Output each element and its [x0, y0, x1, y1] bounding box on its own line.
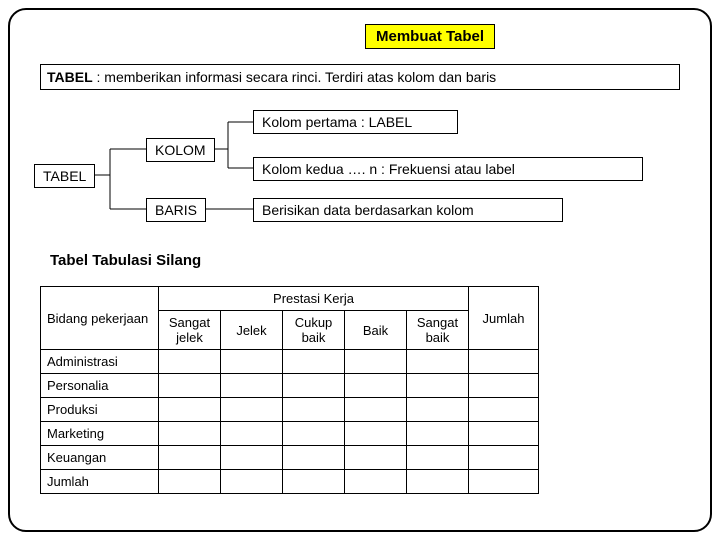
table-row: Jumlah [41, 470, 539, 494]
tree-root-tabel: TABEL [34, 164, 95, 188]
row-label: Keuangan [41, 446, 159, 470]
row-header-cell: Bidang pekerjaan [41, 287, 159, 350]
tree-leaf-berisikan: Berisikan data berdasarkan kolom [253, 198, 563, 222]
table-row: Keuangan [41, 446, 539, 470]
table-row: Administrasi [41, 350, 539, 374]
sub-header-cell: Sangat baik [407, 311, 469, 350]
sub-header-cell: Jelek [221, 311, 283, 350]
row-label: Personalia [41, 374, 159, 398]
row-label: Administrasi [41, 350, 159, 374]
cross-tabulation-table: Bidang pekerjaan Prestasi Kerja Jumlah S… [40, 286, 539, 494]
tree-diagram: TABEL KOLOM BARIS Kolom pertama : LABEL … [28, 102, 692, 242]
tree-leaf-kolom-pertama: Kolom pertama : LABEL [253, 110, 458, 134]
sub-header-cell: Sangat jelek [159, 311, 221, 350]
table-header-row-1: Bidang pekerjaan Prestasi Kerja Jumlah [41, 287, 539, 311]
sub-header-cell: Baik [345, 311, 407, 350]
subheading: Tabel Tabulasi Silang [50, 252, 201, 269]
slide-frame: Membuat Tabel TABEL : memberikan informa… [8, 8, 712, 532]
tree-node-kolom: KOLOM [146, 138, 215, 162]
definition-text: : memberikan informasi secara rinci. Ter… [93, 69, 497, 85]
sub-header-cell: Cukup baik [283, 311, 345, 350]
row-label: Jumlah [41, 470, 159, 494]
row-label: Produksi [41, 398, 159, 422]
table-row: Marketing [41, 422, 539, 446]
tree-leaf-kolom-kedua: Kolom kedua …. n : Frekuensi atau label [253, 157, 643, 181]
tree-node-baris: BARIS [146, 198, 206, 222]
definition-prefix: TABEL [47, 69, 93, 85]
row-label: Marketing [41, 422, 159, 446]
group-header-cell: Prestasi Kerja [159, 287, 469, 311]
total-header-cell: Jumlah [469, 287, 539, 350]
table-row: Produksi [41, 398, 539, 422]
definition-box: TABEL : memberikan informasi secara rinc… [40, 64, 680, 90]
slide-title: Membuat Tabel [365, 24, 495, 49]
table-row: Personalia [41, 374, 539, 398]
